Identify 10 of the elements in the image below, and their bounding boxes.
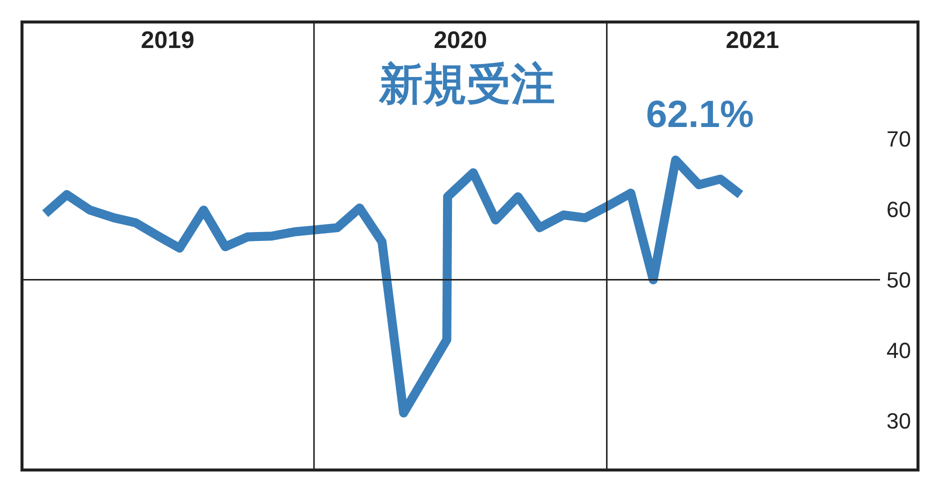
x-tick-label: 2020 [434, 26, 488, 54]
y-tick-label: 30 [886, 408, 911, 434]
annotation: 62.1% [646, 94, 754, 136]
text: 新規受注 [378, 59, 555, 110]
x-tick-label: 2019 [140, 26, 194, 54]
y-tick-label: 40 [886, 338, 911, 363]
y-tick-label: 60 [886, 197, 911, 222]
y-tick-label: 50 [886, 268, 911, 293]
y-tick-label: 70 [886, 126, 911, 152]
x-tick-label: 2021 [726, 26, 780, 54]
